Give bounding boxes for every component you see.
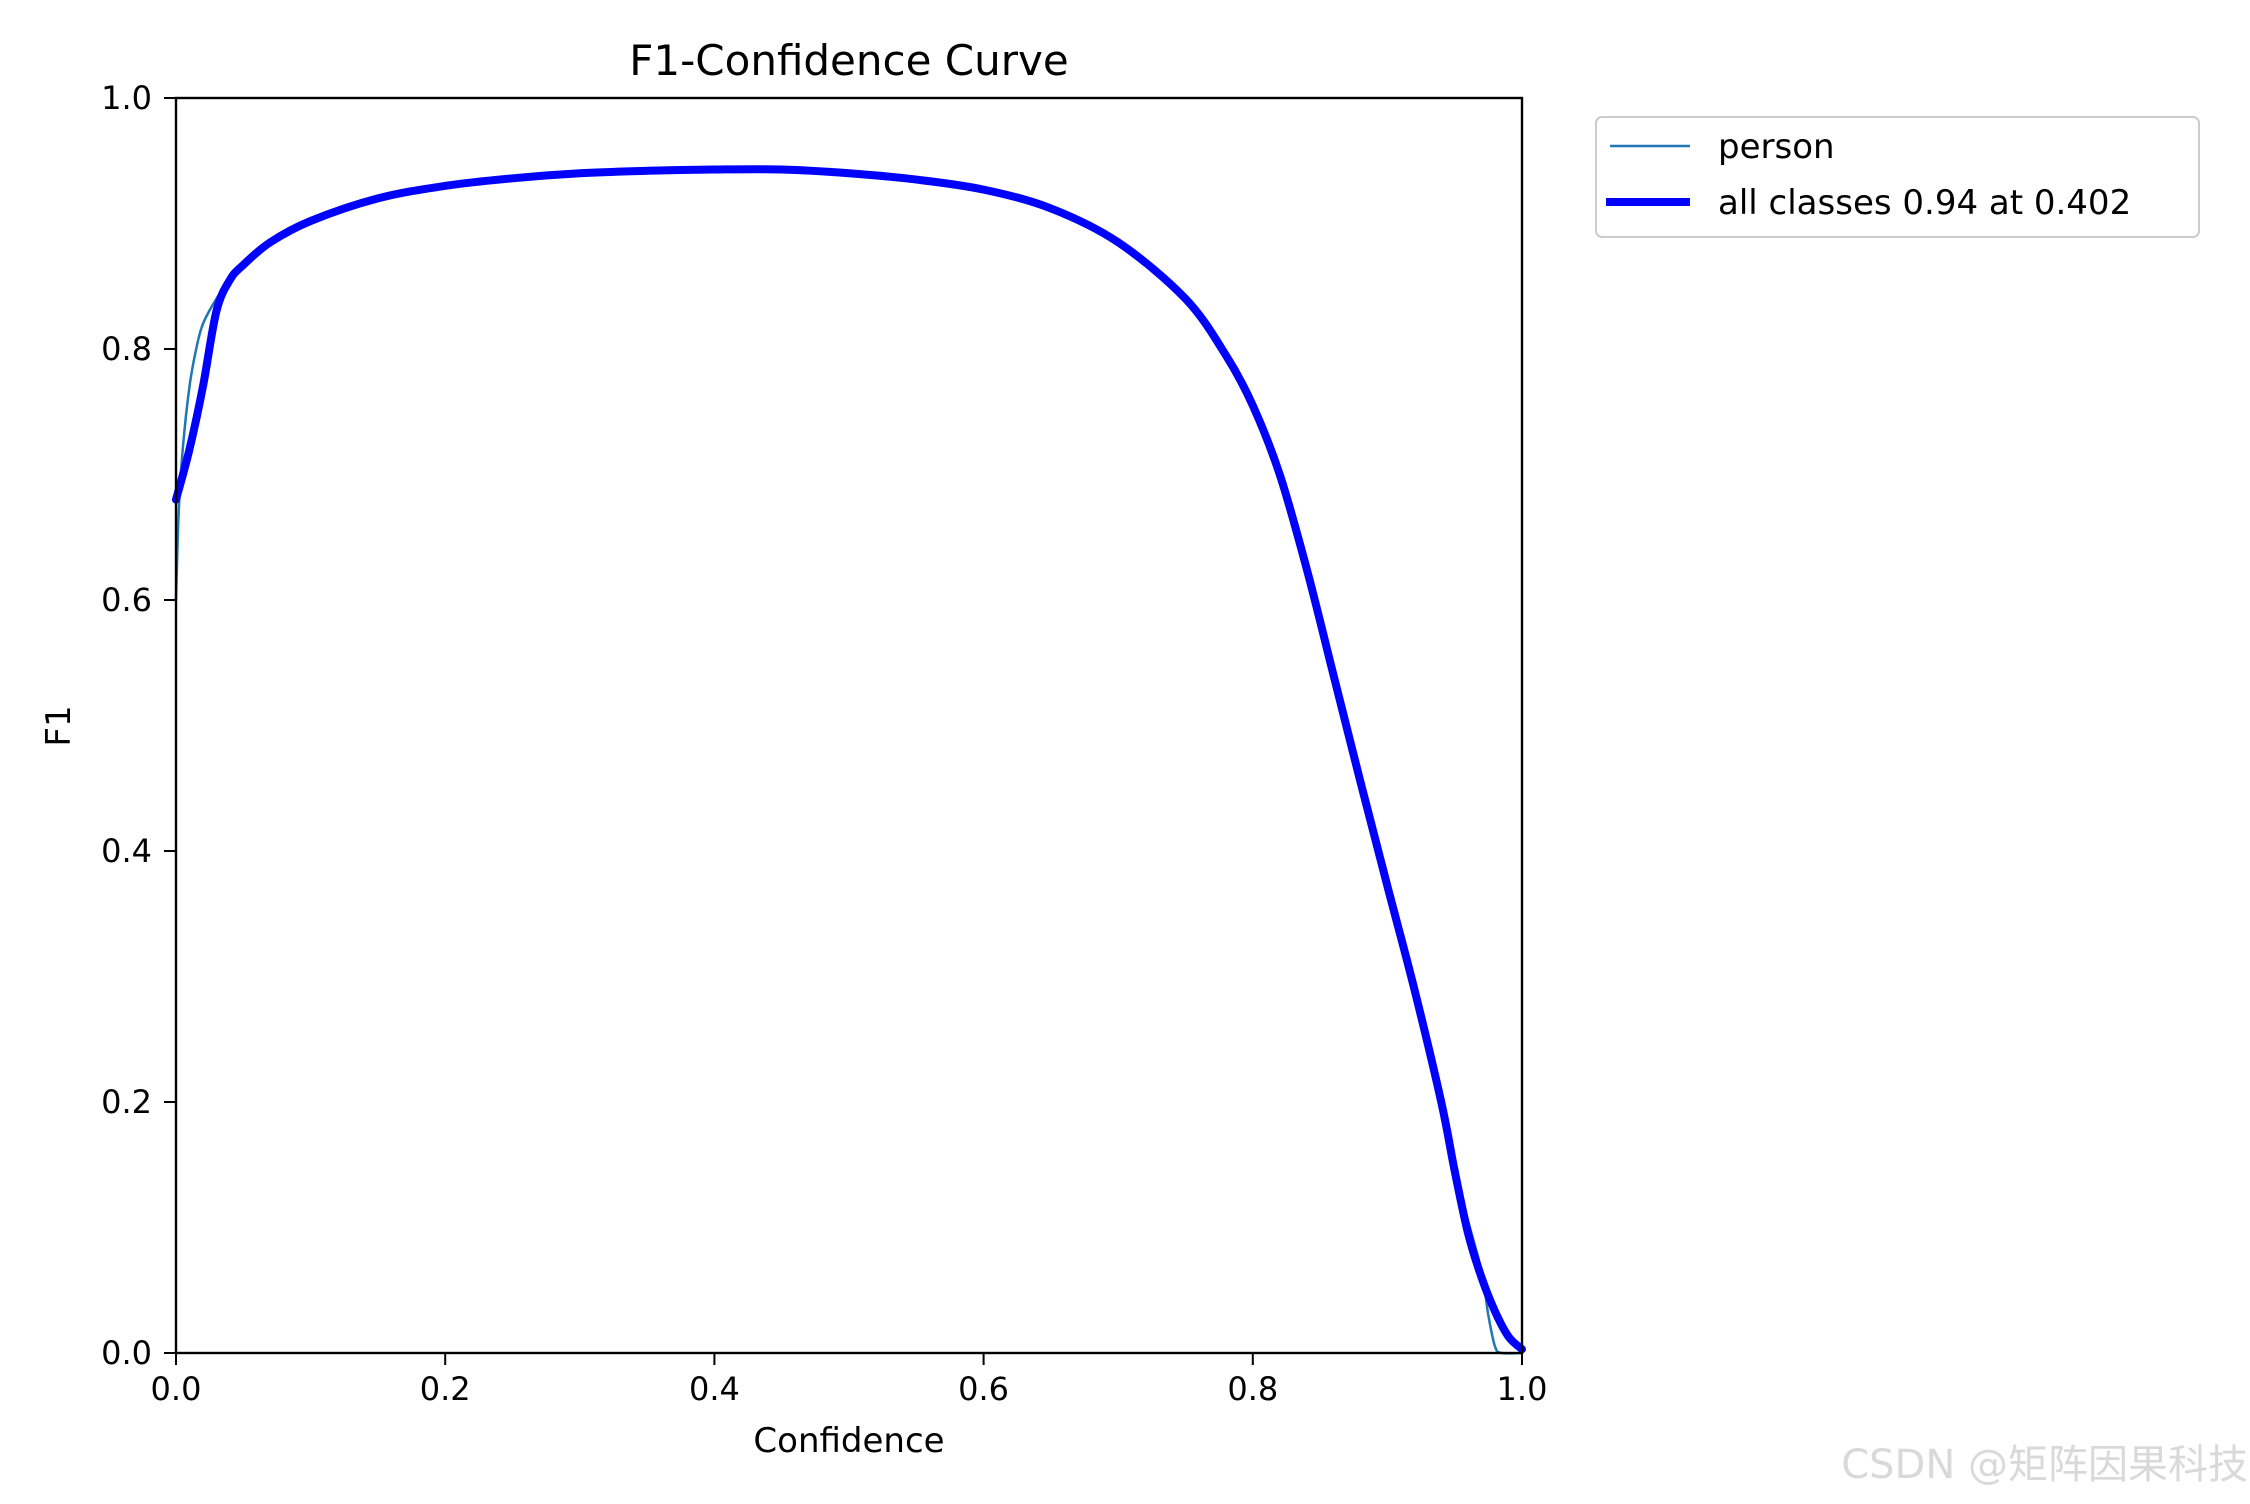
x-tick-label: 0.2 xyxy=(420,1370,471,1408)
legend-label-person: person xyxy=(1718,127,1835,167)
y-tick-label: 0.2 xyxy=(101,1083,152,1121)
x-tick-label: 0.4 xyxy=(689,1370,740,1408)
y-tick-label: 0.8 xyxy=(101,330,152,368)
legend: person all classes 0.94 at 0.402 xyxy=(1595,116,2200,238)
legend-box xyxy=(1595,116,2200,238)
x-tick-label: 0.6 xyxy=(958,1370,1009,1408)
y-axis-label: F1 xyxy=(39,705,79,746)
x-axis-label: Confidence xyxy=(753,1421,944,1461)
chart-title: F1-Confidence Curve xyxy=(629,36,1068,85)
legend-label-all-classes: all classes 0.94 at 0.402 xyxy=(1718,183,2131,223)
x-tick-label: 0.8 xyxy=(1227,1370,1278,1408)
x-tick-label: 0.0 xyxy=(151,1370,202,1408)
plot-layer xyxy=(172,165,1526,1355)
plot-frame xyxy=(174,96,1524,1355)
y-axis-ticks: 0.0 0.2 0.4 0.6 0.8 1.0 xyxy=(101,79,176,1372)
x-axis-ticks: 0.0 0.2 0.4 0.6 0.8 1.0 xyxy=(151,1353,1548,1408)
y-tick-label: 1.0 xyxy=(101,79,152,117)
x-tick-label: 1.0 xyxy=(1497,1370,1548,1408)
y-tick-label: 0.6 xyxy=(101,581,152,619)
series-line-all-classes xyxy=(172,165,1526,1354)
watermark-text: CSDN @矩阵因果科技 xyxy=(1841,1442,2248,1488)
y-tick-label: 0.0 xyxy=(101,1334,152,1372)
y-tick-label: 0.4 xyxy=(101,832,152,870)
